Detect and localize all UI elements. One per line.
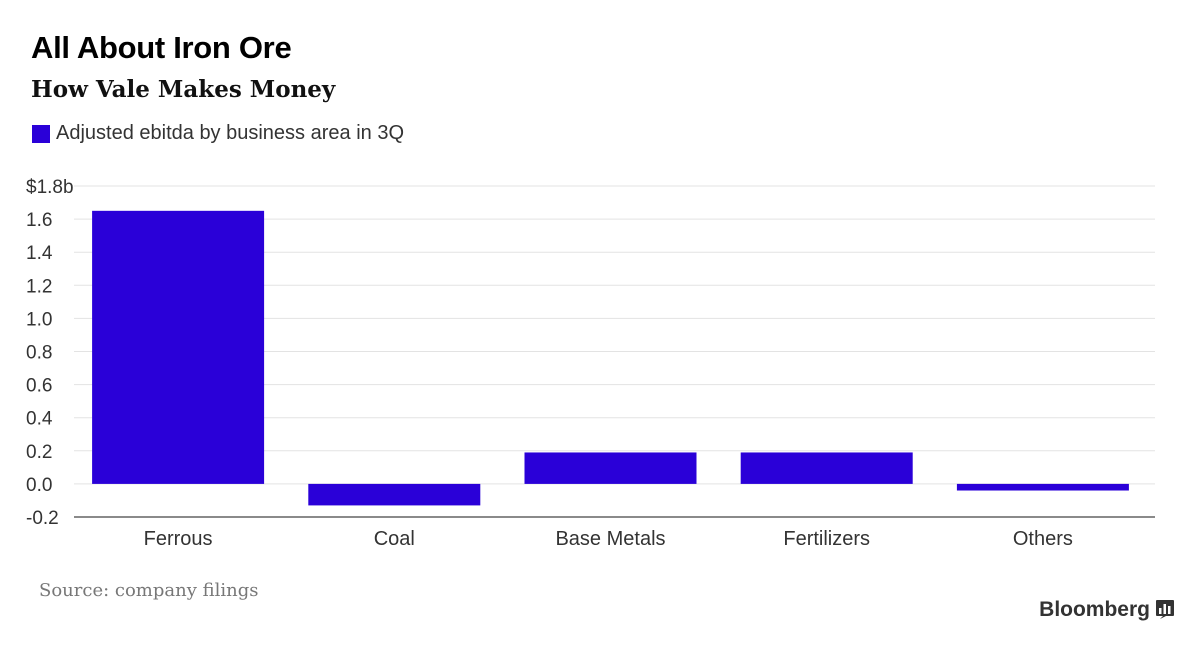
- chart-title: All About Iron Ore: [31, 30, 292, 65]
- y-tick-label: 0.4: [26, 409, 53, 430]
- y-axis-ticks: $1.8b 1.6 1.4 1.2 1.0 0.8 0.6 0.4 0.2 0.0 -0.2: [26, 177, 74, 529]
- brand-logo: Bloomberg: [1039, 598, 1174, 622]
- x-tick-label: Coal: [374, 528, 415, 550]
- x-axis-ticks: Ferrous Coal Base Metals Fertilizers Others: [144, 528, 1073, 550]
- x-tick-label: Others: [1013, 528, 1073, 550]
- bar-base-metals: [524, 452, 697, 484]
- bar-fertilizers: [740, 452, 913, 484]
- x-tick-label: Ferrous: [144, 528, 213, 550]
- y-tick-label: 0.2: [26, 442, 52, 463]
- bar-coal: [308, 483, 481, 506]
- x-tick-label: Fertilizers: [783, 528, 870, 550]
- brand-name: Bloomberg: [1039, 598, 1150, 621]
- legend: Adjusted ebitda by business area in 3Q: [32, 122, 404, 145]
- bloomberg-bars-icon: [1156, 600, 1174, 619]
- y-tick-label: 0.0: [26, 475, 52, 496]
- bar-ferrous: [92, 210, 265, 484]
- y-tick-label: 0.6: [26, 376, 52, 397]
- chart-subtitle: How Vale Makes Money: [31, 76, 336, 103]
- x-tick-label: Base Metals: [555, 528, 665, 550]
- bars: [92, 210, 1129, 506]
- y-tick-label: 1.4: [26, 243, 53, 264]
- legend-label: Adjusted ebitda by business area in 3Q: [56, 122, 404, 144]
- y-tick-label: 1.2: [26, 276, 52, 297]
- legend-swatch: [32, 124, 50, 143]
- y-tick-label: -0.2: [26, 508, 59, 529]
- y-tick-label: 1.0: [26, 309, 52, 330]
- y-tick-label: 1.6: [26, 210, 52, 231]
- y-tick-label: $1.8b: [26, 177, 74, 198]
- bar-others: [956, 483, 1129, 491]
- y-tick-label: 0.8: [26, 343, 52, 364]
- source-note: Source: company filings: [39, 580, 259, 601]
